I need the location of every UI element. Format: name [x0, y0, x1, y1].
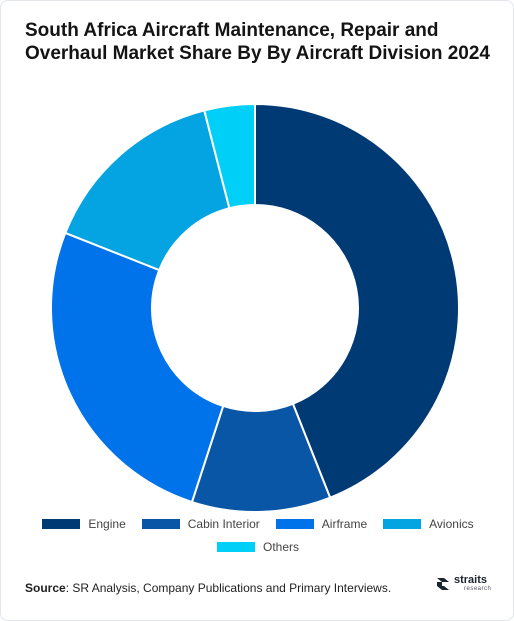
- slice-avionics[interactable]: [64, 109, 231, 272]
- slice-airframe[interactable]: [50, 231, 225, 504]
- straits-logo-icon: [437, 577, 449, 590]
- donut-chart: [50, 102, 460, 513]
- legend-item-airframe[interactable]: Airframe: [275, 517, 368, 531]
- legend-row-1: Engine Cabin Interior Airframe Avionics: [1, 517, 513, 531]
- legend-swatch-avionics: [383, 519, 422, 529]
- legend-label-airframe: Airframe: [321, 517, 368, 531]
- straits-logo-word: straits: [454, 574, 488, 586]
- chart-title: South Africa Aircraft Maintenance, Repai…: [25, 20, 490, 64]
- legend-label-engine: Engine: [88, 517, 126, 531]
- legend-item-cabin-interior[interactable]: Cabin Interior: [141, 517, 260, 531]
- legend-swatch-airframe: [275, 519, 314, 529]
- legend-swatch-others: [216, 542, 255, 552]
- legend-label-avionics: Avionics: [429, 517, 474, 531]
- slice-others[interactable]: [203, 102, 256, 210]
- source-text: : SR Analysis, Company Publications and …: [65, 581, 392, 595]
- legend-swatch-engine: [42, 519, 81, 529]
- source-note: Source: SR Analysis, Company Publication…: [25, 581, 391, 595]
- straits-logo-sub: research: [464, 586, 492, 592]
- legend-item-avionics[interactable]: Avionics: [383, 517, 474, 531]
- legend-label-cabin-interior: Cabin Interior: [187, 517, 260, 531]
- slice-engine[interactable]: [254, 102, 460, 499]
- legend-swatch-cabin-interior: [141, 519, 180, 529]
- legend-item-others[interactable]: Others: [216, 540, 299, 554]
- legend-item-engine[interactable]: Engine: [42, 517, 126, 531]
- legend-label-others: Others: [262, 540, 299, 554]
- straits-logo-text: straits research: [454, 574, 492, 593]
- source-label: Source: [25, 581, 66, 595]
- donut-slices: [50, 102, 460, 513]
- legend-row-2: Others: [1, 540, 513, 554]
- straits-logo: straits research: [435, 575, 491, 592]
- chart-legend: Engine Cabin Interior Airframe Avionics …: [1, 517, 513, 563]
